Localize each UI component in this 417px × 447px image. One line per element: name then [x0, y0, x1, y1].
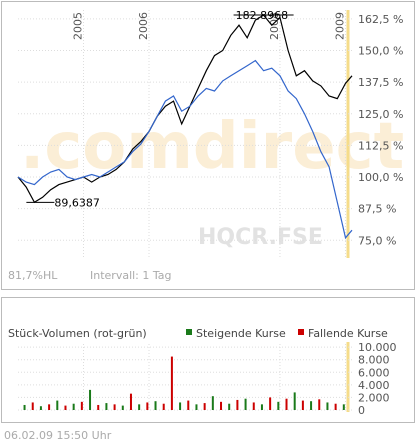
y-tick-label: 100,0 % [358, 171, 403, 184]
watermark: .comdirect [20, 110, 404, 184]
volume-title: Stück-Volumen (rot-grün) [8, 327, 147, 340]
volume-bar [293, 392, 296, 410]
volume-bar [138, 404, 141, 410]
volume-frame [1, 297, 415, 423]
y-tick-label: 125,0 % [358, 108, 403, 121]
volume-bar [162, 403, 165, 410]
legend-label: Steigende Kurse [196, 327, 286, 340]
y-tick-label: 112,5 % [358, 139, 403, 152]
volume-bar [310, 401, 313, 410]
y-tick-label: 6.000 [358, 366, 390, 379]
volume-bar [252, 402, 255, 410]
volume-bar [23, 404, 26, 410]
volume-bar [244, 398, 247, 410]
volume-bar [129, 393, 132, 410]
y-tick-label: 8.000 [358, 354, 390, 367]
y-tick-label: 162,5 % [358, 13, 403, 26]
y-tick-label: 87,5 % [358, 203, 396, 216]
volume-bar [72, 403, 75, 410]
price-line [17, 59, 353, 240]
volume-bar [285, 398, 288, 410]
note: 81,7%HL [8, 269, 58, 282]
volume-bar [277, 401, 280, 410]
price-frame [1, 1, 415, 290]
volume-bar [326, 402, 329, 410]
y-tick-label: 0 [358, 404, 365, 417]
legend-swatch [186, 329, 192, 335]
volume-bar [105, 403, 108, 410]
volume-bar [113, 404, 116, 410]
volume-bar [236, 399, 239, 410]
volume-bar [269, 397, 272, 410]
volume-bar [187, 400, 190, 410]
volume-bar [211, 396, 214, 410]
y-tick-label: 10.000 [358, 341, 397, 354]
legend-label: Fallende Kurse [308, 327, 388, 340]
annotation: 182,8968 [236, 9, 289, 22]
y-tick-label: 137,5 % [358, 76, 403, 89]
volume-bar [170, 356, 173, 410]
annotation: 89,6387 [54, 196, 99, 209]
volume-bar [228, 403, 231, 410]
volume-bar [39, 406, 42, 410]
volume-bar [64, 405, 67, 410]
volume-bar [203, 403, 206, 410]
footer: 06.02.09 15:50 Uhr [4, 429, 112, 442]
volume-bar [301, 400, 304, 410]
volume-bar [56, 400, 59, 410]
volume-bar [89, 389, 92, 410]
y-tick-label: 150,0 % [358, 44, 403, 57]
note: Intervall: 1 Tag [90, 269, 172, 282]
volume-bar [334, 403, 337, 410]
legend-swatch [298, 329, 304, 335]
y-tick-label: 4.000 [358, 379, 390, 392]
watermark: HQCR.FSE [198, 225, 323, 250]
volume-bar [260, 404, 263, 410]
volume-bar [154, 401, 157, 410]
price-line [17, 14, 353, 204]
volume-bar [80, 401, 83, 410]
volume-bar [318, 399, 321, 410]
volume-bar [179, 402, 182, 410]
x-tick-label: 2005 [71, 12, 84, 40]
volume-bar [48, 404, 51, 410]
volume-bar [220, 401, 223, 410]
volume-bar [342, 404, 345, 410]
volume-bar [31, 402, 34, 410]
volume-bar [121, 405, 124, 410]
x-tick-label: 2009 [333, 12, 346, 40]
x-tick-label: 2006 [137, 12, 150, 40]
volume-bar [97, 404, 100, 410]
y-tick-label: 75,0 % [358, 234, 396, 247]
volume-bar [146, 402, 149, 410]
volume-bar [195, 404, 198, 410]
y-tick-label: 2.000 [358, 391, 390, 404]
